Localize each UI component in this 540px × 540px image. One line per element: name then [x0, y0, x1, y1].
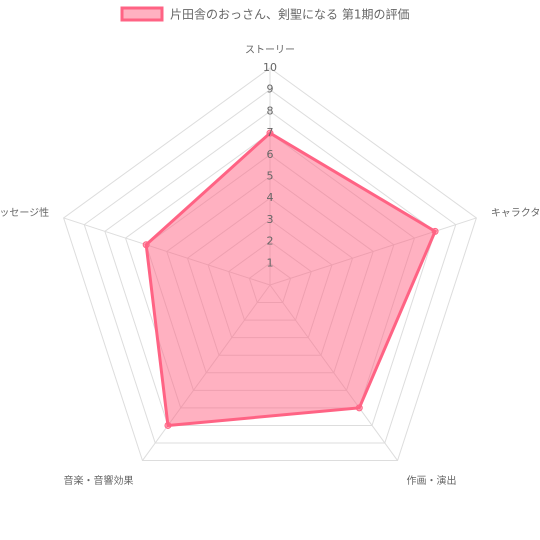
point [142, 241, 150, 249]
labels: 片田舎のおっさん、剣聖になる 第1期の評価 1 2 3 4 5 6 7 8 9 10 ストーリーキャラ… [0, 6, 540, 487]
grid-line [63, 67, 477, 462]
tick-label: 8 [267, 104, 274, 117]
point [266, 129, 274, 137]
tick-label: 4 [267, 191, 274, 204]
tick-label: 5 [267, 170, 274, 183]
category-label: メッセージ性 [0, 206, 49, 219]
tick-label: 10 [263, 61, 277, 74]
point [431, 227, 439, 235]
grid-line [104, 110, 436, 426]
category-label: ストーリー [245, 45, 295, 56]
series-area [144, 131, 438, 428]
point [164, 421, 172, 429]
tick-label: 9 [267, 83, 274, 96]
category-label: キャラクター [491, 207, 540, 219]
data [142, 129, 439, 429]
tick-label: 2 [267, 235, 274, 248]
category-label: 音楽・音響効果 [64, 474, 134, 487]
legend-swatch [120, 6, 164, 22]
grid-line [83, 89, 457, 444]
tick-label: 6 [267, 148, 274, 161]
tick-label: 7 [267, 126, 274, 139]
category-label: 作画・演出 [406, 474, 456, 487]
legend-label: 片田舎のおっさん、剣聖になる 第1期の評価 [170, 7, 409, 22]
point [355, 404, 363, 412]
tick-label: 1 [267, 256, 274, 269]
tick-label: 3 [267, 213, 274, 226]
